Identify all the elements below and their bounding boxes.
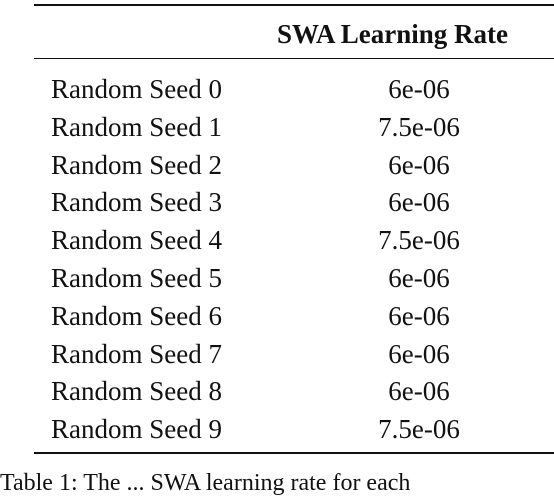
table-header-rule <box>34 58 554 59</box>
learning-rate-cell: 7.5e-06 <box>378 111 460 142</box>
table-top-rule <box>34 4 554 6</box>
seed-cell: Random Seed 9 <box>51 414 222 445</box>
learning-rate-cell: 7.5e-06 <box>378 414 460 445</box>
seed-cell: Random Seed 1 <box>51 111 222 142</box>
table-bottom-rule <box>34 451 554 454</box>
seed-cell: Random Seed 3 <box>51 187 222 218</box>
learning-rate-cell: 6e-06 <box>388 74 450 104</box>
seed-cell: Random Seed 8 <box>51 376 222 407</box>
seed-cell: Random Seed 0 <box>51 74 222 104</box>
table-header-row: SWA Learning Rate <box>34 6 554 58</box>
seed-cell: Random Seed 4 <box>51 225 222 256</box>
table-row: Random Seed 3 6e-06 <box>34 183 554 221</box>
seed-cell: Random Seed 5 <box>51 262 222 293</box>
table-row: Random Seed 6 6e-06 <box>34 297 554 335</box>
table-row: Random Seed 8 6e-06 <box>34 372 554 410</box>
learning-rate-cell: 6e-06 <box>388 376 450 407</box>
seed-cell: Random Seed 7 <box>51 338 222 369</box>
learning-rate-cell: 6e-06 <box>388 262 450 293</box>
table-row: Random Seed 9 7.5e-06 <box>34 410 554 448</box>
learning-rate-cell: 6e-06 <box>388 187 450 218</box>
table-row: Random Seed 2 6e-06 <box>34 146 554 184</box>
table-row: Random Seed 0 6e-06 <box>34 70 554 108</box>
table-row: Random Seed 4 7.5e-06 <box>34 221 554 259</box>
learning-rate-cell: 6e-06 <box>388 338 450 369</box>
seed-cell: Random Seed 2 <box>51 149 222 180</box>
column-header-swa-learning-rate: SWA Learning Rate <box>277 19 509 49</box>
table-row: Random Seed 7 6e-06 <box>34 335 554 373</box>
learning-rate-cell: 7.5e-06 <box>378 225 460 256</box>
learning-rate-cell: 6e-06 <box>388 300 450 331</box>
table-body: Random Seed 0 6e-06 Random Seed 1 7.5e-06 Ra… <box>34 59 554 452</box>
results-table: SWA Learning Rate Random Seed 0 6e-06 Rand… <box>34 4 554 454</box>
table-row: Random Seed 5 6e-06 <box>34 259 554 297</box>
learning-rate-cell: 6e-06 <box>388 149 450 180</box>
table-row: Random Seed 1 7.5e-06 <box>34 108 554 146</box>
seed-cell: Random Seed 6 <box>51 300 222 331</box>
